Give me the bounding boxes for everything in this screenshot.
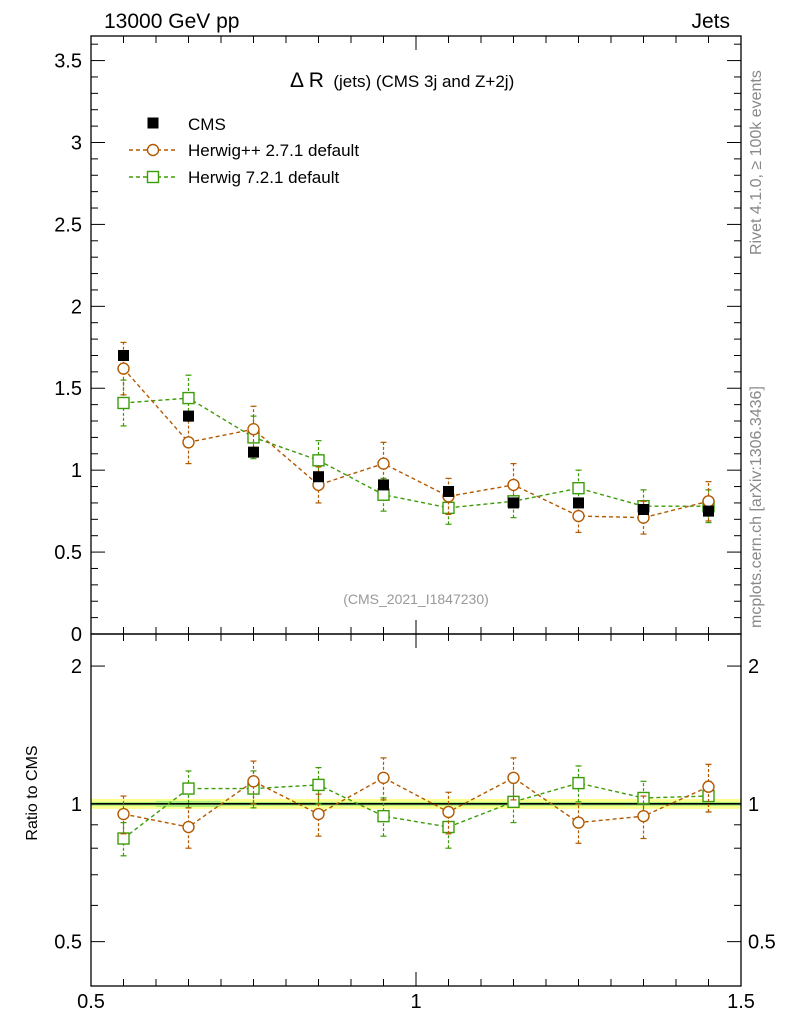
header-jets-label: Jets <box>691 10 730 33</box>
ratio-y-tick-label-right: 1 <box>748 794 759 816</box>
chart-title-rest: (jets) (CMS 3j and Z+2j) <box>333 72 514 91</box>
ratio-series-layer <box>91 757 741 857</box>
rivet-version-label: Rivet 4.1.0, ≥ 100k events <box>748 70 765 255</box>
data-point-herwig-pp <box>182 436 195 449</box>
data-point-herwig-pp <box>572 816 585 829</box>
legend-entry-herwig-pp: Herwig++ 2.7.1 default <box>129 141 359 160</box>
data-point-herwig-pp <box>117 807 130 821</box>
data-point-herwig-pp <box>702 780 715 793</box>
data-point-cms <box>573 497 584 509</box>
data-point-herwig-pp <box>702 495 715 508</box>
data-point-herwig7 <box>377 488 390 501</box>
data-point-herwig-pp <box>117 362 130 375</box>
data-point-herwig-pp <box>507 771 520 785</box>
data-point-cms <box>508 497 519 509</box>
data-point-herwig7 <box>117 396 130 410</box>
ratio-plot-frame <box>90 633 742 987</box>
data-point-herwig-pp <box>442 805 455 819</box>
y-tick-label: 0 <box>71 624 82 646</box>
ratio-y-tick-label-right: 2 <box>748 656 759 678</box>
x-tick-label: 1 <box>410 991 421 1013</box>
ratio-y-tick-label-left: 0.5 <box>54 932 82 954</box>
ratio-line-herwig-pp <box>123 776 709 828</box>
data-point-herwig7 <box>182 391 195 405</box>
legend-herwig7-label: Herwig 7.2.1 default <box>188 168 339 187</box>
chart-title-symbol: Δ R <box>290 69 324 92</box>
data-point-herwig-pp <box>247 775 260 788</box>
legend-entry-herwig7: Herwig 7.2.1 default <box>129 168 339 187</box>
y-tick-label: 1.5 <box>54 378 82 400</box>
ratio-axis-ticks: 0.5 0.5 1 1 2 2 0.5 1 1.5 <box>54 634 776 1013</box>
data-point-herwig-pp <box>572 509 585 523</box>
ratio-plot-panel: 0.5 0.5 1 1 2 2 0.5 1 1.5 Ratio to CMS <box>24 633 776 1013</box>
legend-herwig7-marker <box>146 170 160 184</box>
data-point-herwig7 <box>182 782 195 795</box>
legend-cms-marker <box>147 117 159 129</box>
data-point-cms <box>313 471 324 483</box>
data-point-cms <box>248 446 259 458</box>
data-point-cms <box>183 410 194 422</box>
data-point-herwig-pp <box>377 457 390 470</box>
analysis-watermark: (CMS_2021_I1847230) <box>343 591 489 607</box>
data-point-herwig-pp <box>182 820 195 834</box>
data-point-herwig7 <box>312 454 325 467</box>
data-point-herwig7 <box>117 832 130 845</box>
x-tick-label: 0.5 <box>77 991 105 1013</box>
data-point-herwig7 <box>572 776 585 790</box>
data-point-cms <box>443 485 454 497</box>
ratio-y-tick-label-left: 2 <box>71 656 82 678</box>
legend-entry-cms: CMS <box>147 115 226 134</box>
data-point-herwig-pp <box>377 771 390 785</box>
data-point-herwig-pp <box>247 423 260 436</box>
legend-herwig-pp-label: Herwig++ 2.7.1 default <box>188 141 359 160</box>
data-point-herwig-pp <box>507 478 520 492</box>
y-tick-label: 0.5 <box>54 542 82 564</box>
series-line-herwig-pp <box>122 368 709 519</box>
series-line-herwig7 <box>123 397 709 509</box>
header-energy-label: 13000 GeV pp <box>104 10 239 33</box>
ratio-y-tick-label-left: 1 <box>71 794 82 816</box>
data-point-herwig7 <box>312 778 325 792</box>
legend-herwig-pp-marker <box>146 143 160 157</box>
data-point-herwig-pp <box>637 809 650 823</box>
y-tick-label: 3 <box>71 132 82 154</box>
data-point-herwig-pp <box>312 807 325 821</box>
x-tick-label: 1.5 <box>727 991 755 1013</box>
data-point-herwig7 <box>572 481 585 495</box>
ratio-y-tick-label-right: 0.5 <box>748 932 776 954</box>
mcplots-reference-label: mcplots.cern.ch [arXiv:1306.3436] <box>748 386 765 628</box>
ratio-line-herwig7 <box>123 782 709 840</box>
chart-title: Δ R (jets) (CMS 3j and Z+2j) <box>290 69 514 92</box>
data-point-cms <box>118 349 129 361</box>
y-tick-label: 2.5 <box>54 214 82 236</box>
y-tick-label: 2 <box>71 296 82 318</box>
y-tick-label: 3.5 <box>54 51 82 73</box>
main-plot-panel: 0 0.5 1 1.5 2 2.5 3 3.5 Δ R (jets) (CMS 3j and … <box>54 35 742 646</box>
y-tick-label: 1 <box>71 460 82 482</box>
legend-cms-label: CMS <box>188 115 226 134</box>
ratio-y-axis-label: Ratio to CMS <box>24 745 41 840</box>
data-point-cms <box>638 503 649 515</box>
data-point-herwig7 <box>377 809 390 823</box>
data-point-cms <box>378 479 389 491</box>
main-series-layer <box>117 341 715 535</box>
data-point-herwig7 <box>507 795 520 809</box>
data-point-cms <box>703 505 714 517</box>
legend: CMS Herwig++ 2.7.1 default Herwig 7.2.1 … <box>129 115 359 187</box>
